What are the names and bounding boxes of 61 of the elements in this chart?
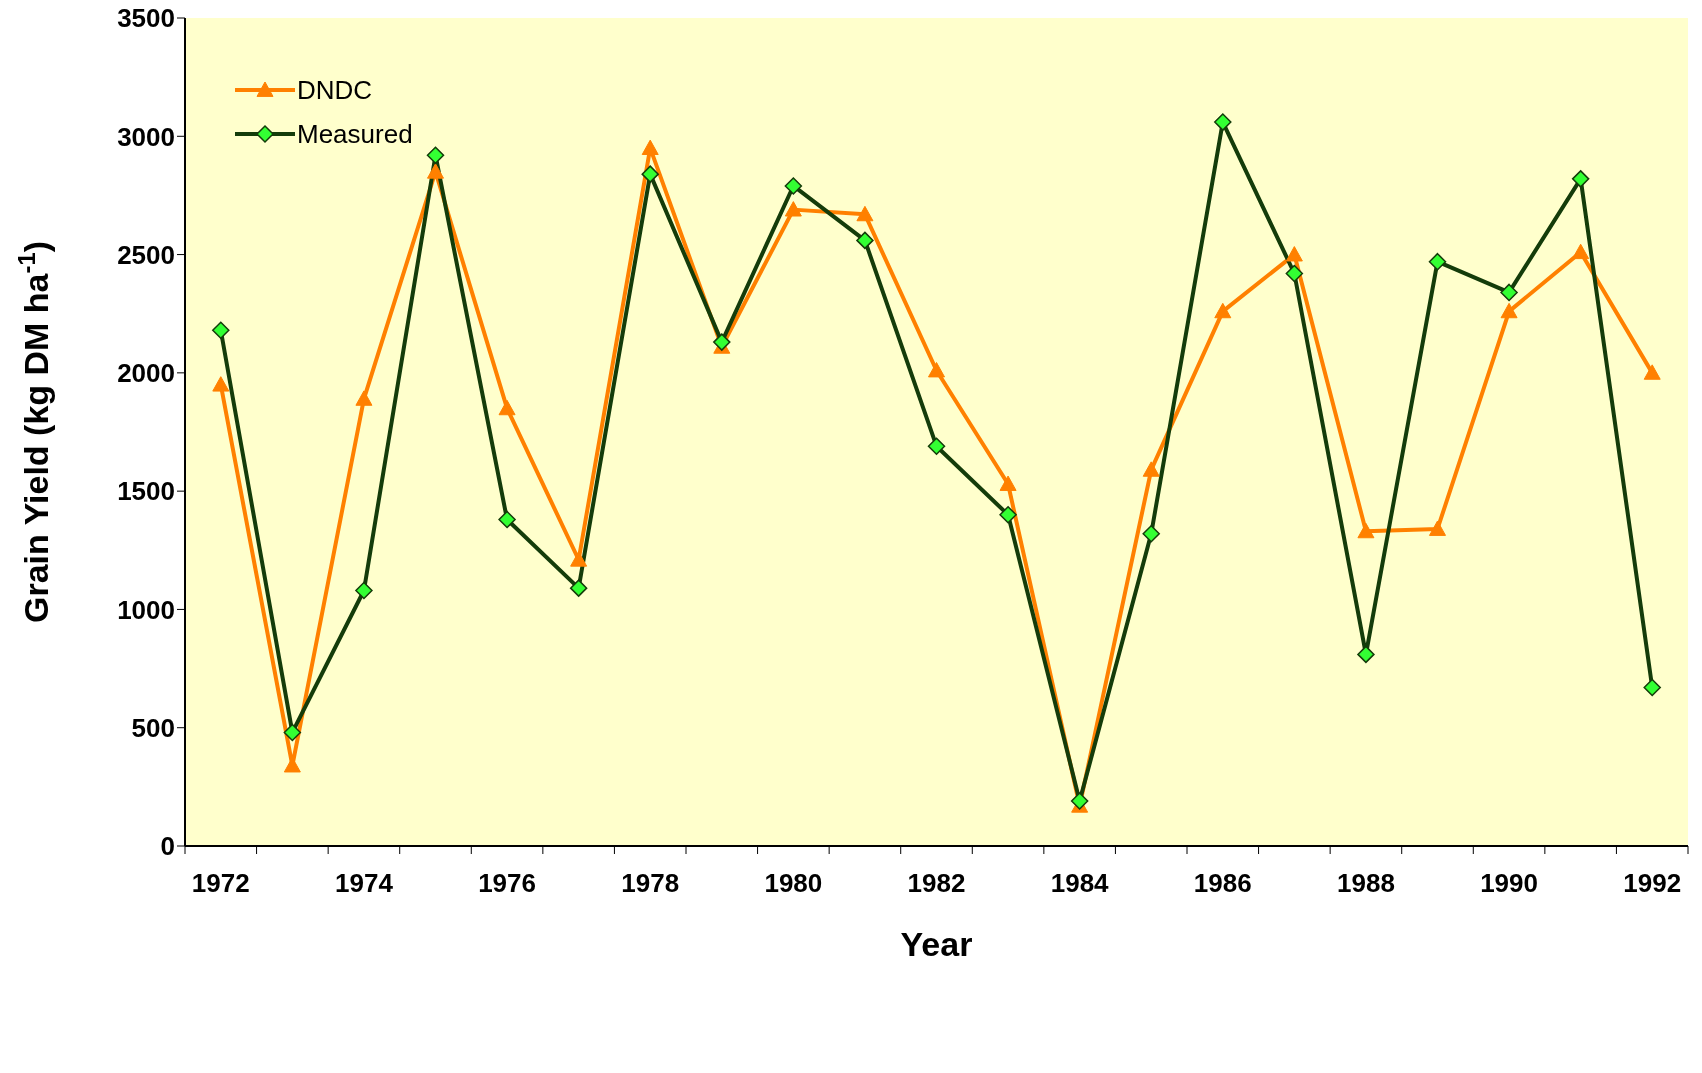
point (1070, 792, 1089, 810)
point (283, 723, 302, 742)
x-tick-label: 1984 (1050, 868, 1110, 898)
point (355, 581, 373, 600)
y-tick-label: 3000 (117, 121, 175, 152)
point (999, 506, 1017, 524)
point (1500, 302, 1518, 319)
point (784, 201, 802, 217)
x-tick-label: 1992 (1623, 868, 1682, 898)
point (927, 437, 946, 455)
point (1357, 645, 1375, 664)
y-tick-label: 2000 (117, 358, 175, 389)
point (498, 510, 516, 529)
point (1429, 520, 1446, 536)
point (1643, 364, 1661, 380)
point (641, 165, 659, 183)
point (1214, 302, 1232, 319)
x-tick-label: 1990 (1480, 868, 1538, 898)
x-axis-title: Year (900, 925, 973, 963)
x-tick-label: 1988 (1337, 868, 1395, 898)
point (1142, 461, 1160, 477)
x-tick-label: 1980 (764, 868, 823, 898)
y-tick-label: 0 (160, 831, 175, 862)
x-tick-label: 1974 (335, 868, 394, 898)
x-tick-label: 1986 (1193, 868, 1252, 898)
point (212, 376, 230, 392)
x-tick-label: 1982 (907, 868, 966, 898)
point (713, 333, 731, 351)
y-tick-label: 500 (131, 712, 175, 743)
point (1285, 264, 1304, 283)
point (1428, 252, 1447, 271)
point (212, 321, 230, 340)
y-tick-label: 1500 (117, 476, 175, 507)
point (928, 361, 945, 378)
x-tick-label: 1976 (478, 868, 536, 898)
y-tick-label: 3500 (117, 3, 175, 34)
point (1357, 522, 1375, 539)
point (1214, 113, 1232, 131)
point (999, 475, 1017, 491)
point (1500, 283, 1518, 302)
point (1643, 678, 1661, 697)
x-tick-label: 1972 (191, 868, 250, 898)
point (856, 231, 874, 250)
legend-label: Measured (297, 118, 413, 150)
point (1572, 243, 1590, 260)
point (1285, 246, 1303, 262)
point (498, 399, 516, 416)
point (570, 551, 588, 567)
point (355, 390, 373, 406)
point (641, 139, 659, 156)
point (426, 146, 445, 164)
x-tick-label: 1978 (621, 868, 680, 898)
point (569, 579, 588, 597)
y-tick-label: 1000 (117, 594, 175, 625)
point (784, 177, 803, 195)
point (856, 205, 874, 222)
point (1142, 524, 1160, 543)
point (1571, 170, 1590, 188)
point (427, 163, 444, 179)
legend-label: DNDC (297, 74, 373, 106)
y-tick-label: 2500 (117, 239, 175, 270)
